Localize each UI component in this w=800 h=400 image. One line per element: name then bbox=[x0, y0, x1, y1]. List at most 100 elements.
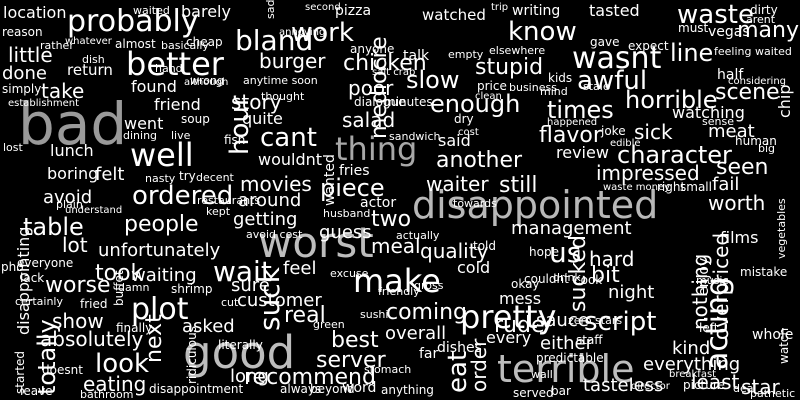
word-simply: simply bbox=[2, 82, 42, 96]
word-dish: dish bbox=[82, 53, 105, 66]
word-quite: quite bbox=[242, 109, 283, 128]
word-films: films bbox=[720, 228, 759, 247]
word-deal: deal bbox=[733, 382, 757, 395]
word-thought: thought bbox=[261, 90, 305, 103]
word-towards: towards bbox=[453, 197, 497, 210]
word-elsewhere: elsewhere bbox=[489, 44, 546, 57]
word-lunch: lunch bbox=[50, 141, 94, 160]
word-star: star bbox=[741, 375, 780, 399]
word-breakfast: breakfast bbox=[669, 369, 717, 380]
word-least: least bbox=[691, 370, 740, 394]
word-thing: thing bbox=[335, 130, 418, 168]
word-price: price bbox=[477, 79, 507, 93]
word-minutes: minutes bbox=[384, 95, 433, 109]
word-dry: dry bbox=[454, 112, 474, 126]
word-soup: soup bbox=[181, 112, 210, 126]
word-cant: cant bbox=[260, 123, 317, 153]
word-dishes: dishes bbox=[437, 340, 482, 356]
word-waiter: waiter bbox=[426, 172, 489, 196]
word-customer: customer bbox=[237, 290, 322, 311]
word-location: location bbox=[3, 3, 67, 22]
word-overall: overall bbox=[385, 323, 447, 344]
word-wasnt: wasnt bbox=[572, 41, 662, 76]
word-meal: meal bbox=[371, 234, 421, 258]
word-zero-stars: zero stars bbox=[568, 314, 623, 327]
word-still: still bbox=[499, 173, 538, 198]
word-us: us bbox=[549, 236, 582, 269]
word-look: look bbox=[95, 349, 150, 379]
word-actually: actually bbox=[396, 229, 440, 242]
word-probably: probably bbox=[67, 4, 199, 39]
word-everything: everything bbox=[643, 354, 741, 375]
word-salad: salad bbox=[342, 108, 396, 132]
word-reason: reason bbox=[2, 25, 43, 39]
word-stomach: stomach bbox=[364, 363, 412, 376]
word-mess: mess bbox=[499, 289, 542, 308]
word-well: well bbox=[130, 136, 194, 174]
word-seen: seen bbox=[716, 155, 769, 180]
word-drink: drink bbox=[553, 271, 581, 284]
word-disappointment: disappointment bbox=[149, 382, 244, 396]
word-plot: plot bbox=[131, 292, 189, 327]
word-barely: barely bbox=[181, 2, 231, 21]
word-chip: chip bbox=[775, 84, 794, 118]
word-watch: watch bbox=[777, 327, 791, 364]
word-second: second bbox=[305, 2, 341, 13]
word-line: line bbox=[670, 39, 714, 67]
word-watching: watching bbox=[672, 103, 745, 122]
word-everyone: everyone bbox=[17, 256, 74, 270]
word-times: times bbox=[547, 96, 614, 124]
word-pathetic: pathetic bbox=[750, 387, 796, 400]
word-waste: waste bbox=[677, 0, 754, 30]
word-fish: fish bbox=[224, 133, 246, 147]
word-meat: meat bbox=[708, 121, 755, 142]
word-pretty: pretty bbox=[460, 298, 557, 336]
word-boring: boring bbox=[47, 164, 99, 183]
word-unfortunately: unfortunately bbox=[98, 240, 221, 261]
word-left: left bbox=[699, 321, 719, 335]
word-vegetables: vegetables bbox=[775, 198, 788, 259]
word-kept: kept bbox=[206, 205, 231, 218]
word-stale: stale bbox=[583, 80, 610, 93]
word-fried: fried bbox=[80, 297, 108, 311]
word-worth: worth bbox=[708, 191, 766, 215]
word-worse: worse bbox=[45, 273, 111, 298]
word-tasteless: tasteless bbox=[583, 375, 664, 396]
word-leave: leave bbox=[20, 384, 53, 398]
word-served: served bbox=[513, 386, 554, 400]
word-server: server bbox=[316, 348, 386, 373]
word-clean: clean bbox=[475, 91, 502, 102]
word-coming: coming bbox=[386, 300, 468, 325]
word-literally: literally bbox=[218, 338, 263, 352]
word-friendly: friendly bbox=[378, 285, 420, 298]
word-empty: empty bbox=[448, 48, 484, 61]
word-music: music bbox=[696, 274, 729, 287]
word-decent: decent bbox=[196, 171, 234, 184]
word-annoying: annoying bbox=[279, 27, 326, 38]
word-enough: enough bbox=[430, 90, 521, 118]
word-anytime-soon: anytime soon bbox=[243, 74, 318, 87]
word-half: half bbox=[717, 67, 744, 83]
word-disappointed: disappointed bbox=[412, 183, 659, 227]
word-cook: cook bbox=[574, 273, 603, 287]
word-tasted: tasted bbox=[589, 1, 640, 20]
word-good: good bbox=[183, 326, 296, 379]
word-gave: gave bbox=[590, 35, 620, 49]
word-long: long bbox=[230, 366, 269, 387]
word-trip: trip bbox=[491, 2, 509, 13]
word-nasty: nasty bbox=[145, 172, 176, 185]
word-every: every bbox=[486, 328, 532, 347]
word-whole: whole bbox=[752, 327, 794, 343]
word-okay: okay bbox=[511, 277, 540, 291]
word-gross: gross bbox=[414, 279, 444, 292]
word-pizza: pizza bbox=[335, 3, 372, 19]
word-awful: awful bbox=[577, 66, 648, 96]
word-anything: anything bbox=[381, 383, 434, 397]
word-horrible: horrible bbox=[625, 86, 718, 114]
word-bad: bad bbox=[18, 90, 128, 158]
word-picture: picture bbox=[683, 378, 725, 392]
word-hope: hope bbox=[529, 245, 559, 259]
word-sad: sad bbox=[264, 0, 277, 20]
word-cost: cost bbox=[458, 127, 479, 138]
